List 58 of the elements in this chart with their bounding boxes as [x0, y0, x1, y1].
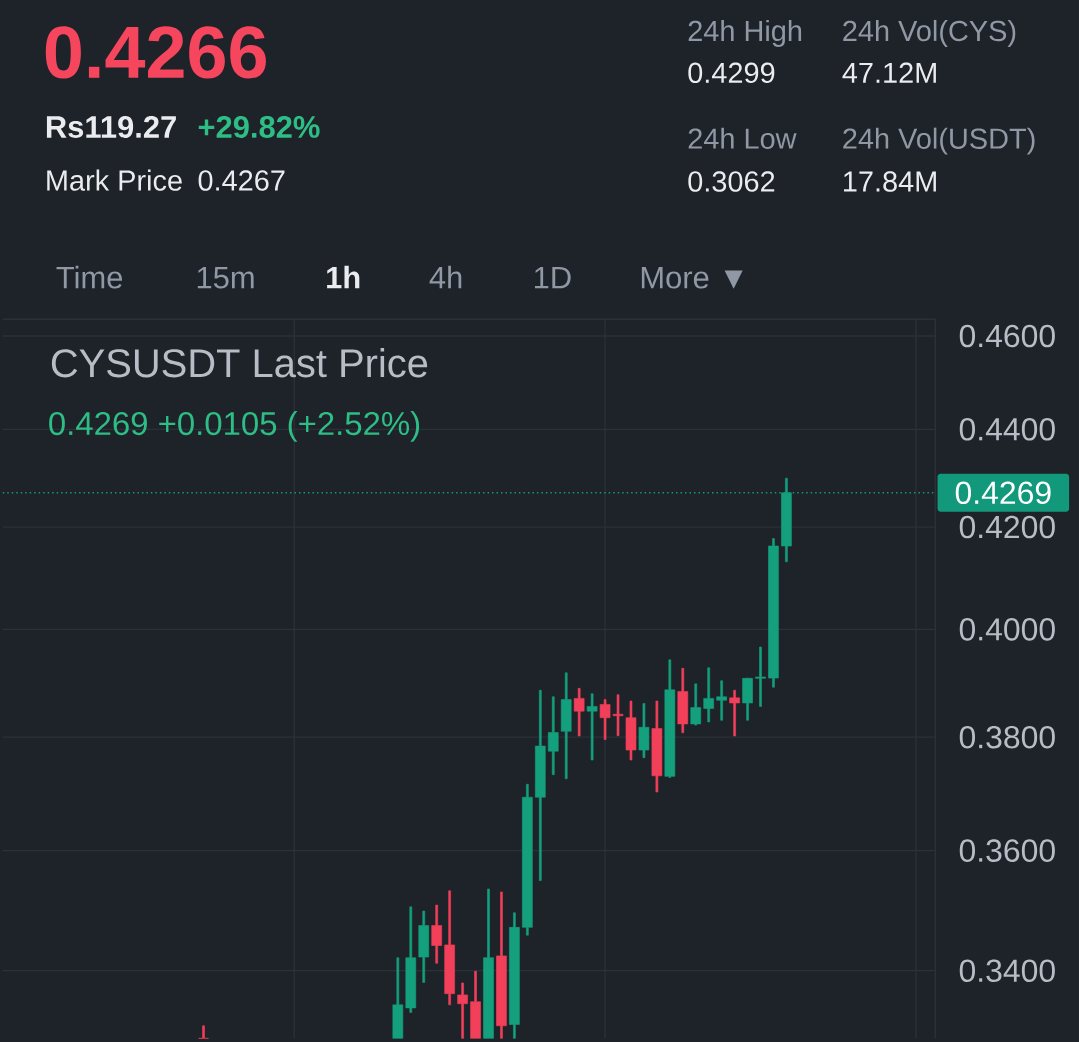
y-tick-label: 0.4000 — [959, 617, 1055, 641]
candlestick — [677, 667, 689, 733]
text: 24h Low — [688, 127, 797, 149]
candlestick — [198, 1025, 209, 1039]
text: 15m — [197, 266, 254, 289]
text: 17.84M — [844, 171, 936, 192]
candlestick — [509, 912, 520, 1039]
candlestick — [651, 700, 663, 793]
text: 0.4266 — [45, 26, 266, 79]
candlestick — [755, 646, 766, 707]
candlestick — [742, 677, 753, 721]
text: More ▼ — [641, 266, 743, 289]
text: 0.4267 — [198, 170, 285, 191]
candlestick — [457, 982, 468, 1039]
y-tick-label: 0.3400 — [959, 959, 1055, 982]
text: 1h — [327, 265, 360, 289]
text: 24h High — [688, 19, 802, 47]
text: Mark Price — [47, 169, 182, 191]
candlestick — [560, 672, 572, 779]
text: CYSUSDT Last Price — [51, 347, 428, 378]
candlestick — [405, 906, 417, 1013]
candlestick — [768, 538, 779, 688]
y-tick-label: 0.4400 — [959, 417, 1055, 441]
y-tick-label: 0.4200 — [959, 515, 1055, 539]
candlestick — [638, 702, 650, 758]
y-tick-label: 0.3600 — [959, 839, 1055, 862]
ref-line-label: 0.4269 — [955, 481, 1051, 504]
text: +29.82% — [198, 115, 320, 138]
candlestick — [625, 700, 637, 761]
text: 4h — [429, 265, 462, 289]
candlestick — [483, 888, 494, 1039]
candlestick — [470, 970, 481, 1039]
text: Time — [56, 265, 123, 289]
candlestick — [703, 667, 714, 723]
text: 1D — [534, 266, 571, 289]
text: 24h Vol(CYS) — [843, 19, 1016, 47]
y-tick-label: 0.4600 — [959, 324, 1055, 348]
candlestick — [690, 683, 702, 726]
y-tick-label: 0.3800 — [959, 725, 1055, 749]
candlestick — [522, 783, 533, 936]
candlestick — [716, 680, 727, 721]
text: 47.12M — [842, 62, 936, 83]
candlestick — [431, 904, 442, 964]
candlestick — [664, 659, 676, 778]
candlestick — [418, 910, 430, 983]
candlestick — [496, 891, 507, 1039]
text: 0.3062 — [688, 171, 775, 192]
candlestick — [392, 957, 404, 1039]
candlestick — [729, 689, 740, 737]
candlestick — [535, 689, 546, 881]
candlestick — [547, 696, 559, 775]
text: 0.4299 — [688, 62, 775, 83]
text: 24h Vol(USDT) — [843, 127, 1035, 155]
candlestick — [586, 693, 598, 761]
candlestick — [444, 890, 455, 1006]
text: Rs119.27 — [46, 115, 176, 138]
candlestick — [573, 687, 585, 737]
text: 0.4269 +0.0105 (+2.52%) — [49, 410, 420, 442]
